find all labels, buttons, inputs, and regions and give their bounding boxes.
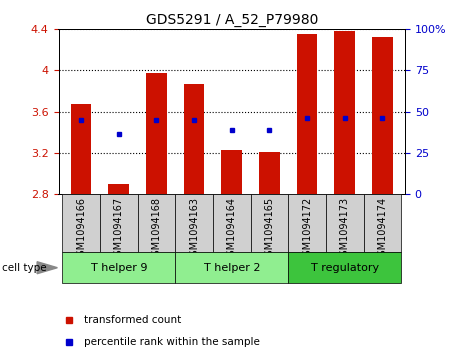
- Bar: [175, 194, 213, 252]
- Bar: [372, 37, 393, 194]
- Text: GSM1094168: GSM1094168: [151, 196, 162, 261]
- Bar: [62, 252, 175, 283]
- Bar: [138, 194, 175, 252]
- Text: T helper 2: T helper 2: [203, 263, 260, 273]
- Bar: [288, 252, 401, 283]
- Bar: [71, 105, 91, 194]
- Bar: [213, 194, 251, 252]
- Text: GSM1094174: GSM1094174: [378, 196, 387, 262]
- Text: GSM1094173: GSM1094173: [340, 196, 350, 262]
- Text: cell type: cell type: [2, 263, 47, 273]
- Text: T helper 9: T helper 9: [90, 263, 147, 273]
- Bar: [364, 194, 401, 252]
- Text: percentile rank within the sample: percentile rank within the sample: [85, 337, 261, 347]
- Text: GSM1094167: GSM1094167: [114, 196, 124, 262]
- Text: T regulatory: T regulatory: [310, 263, 379, 273]
- Bar: [334, 31, 355, 194]
- Bar: [288, 194, 326, 252]
- Bar: [175, 252, 288, 283]
- Text: transformed count: transformed count: [85, 315, 182, 326]
- Bar: [221, 150, 242, 194]
- Bar: [62, 194, 100, 252]
- Text: GSM1094164: GSM1094164: [227, 196, 237, 261]
- Bar: [297, 34, 317, 194]
- Bar: [326, 194, 364, 252]
- Bar: [259, 152, 280, 194]
- Text: GSM1094165: GSM1094165: [265, 196, 274, 262]
- Text: GSM1094166: GSM1094166: [76, 196, 86, 261]
- Bar: [146, 73, 167, 194]
- Text: GSM1094163: GSM1094163: [189, 196, 199, 261]
- Title: GDS5291 / A_52_P79980: GDS5291 / A_52_P79980: [145, 13, 318, 26]
- Bar: [251, 194, 288, 252]
- Polygon shape: [37, 262, 58, 274]
- Bar: [108, 184, 129, 194]
- Text: GSM1094172: GSM1094172: [302, 196, 312, 262]
- Bar: [184, 84, 204, 194]
- Bar: [100, 194, 138, 252]
